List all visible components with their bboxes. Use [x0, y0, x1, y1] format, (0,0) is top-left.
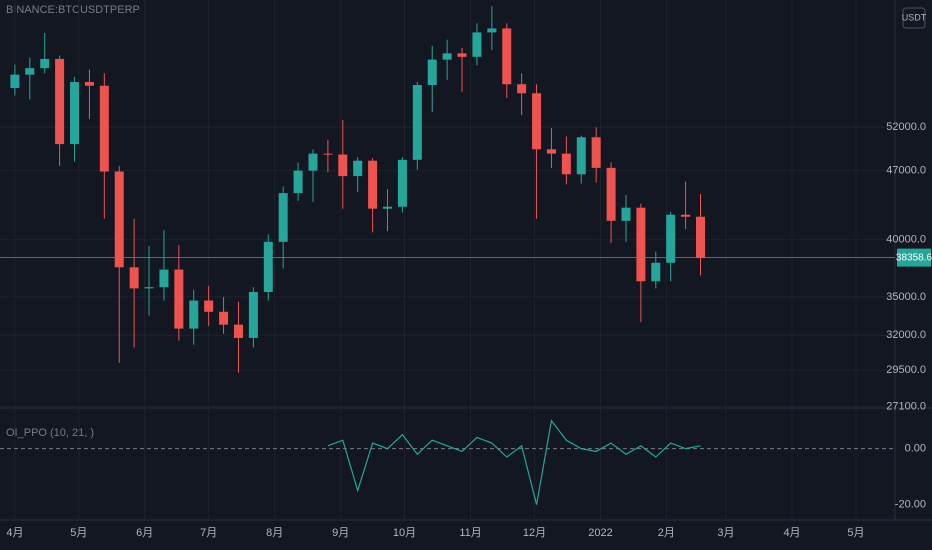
- x-tick-label: 4月: [6, 527, 23, 539]
- candle-body: [561, 153, 571, 175]
- candle-body: [263, 241, 273, 292]
- candle-body: [442, 53, 452, 60]
- candle-body: [55, 58, 65, 145]
- candle-body: [532, 93, 542, 150]
- y-tick-label: 47000.0: [886, 165, 926, 177]
- x-tick-label: 9月: [332, 527, 349, 539]
- x-tick-label: 10月: [393, 527, 416, 539]
- candle-body: [427, 59, 437, 85]
- candle-body: [159, 269, 169, 288]
- candle-body: [517, 84, 527, 94]
- candle-body: [457, 53, 467, 57]
- candle-body: [84, 82, 94, 86]
- x-tick-label: 5月: [70, 527, 87, 539]
- candle-body: [695, 216, 705, 258]
- candle-body: [144, 287, 154, 289]
- currency-box[interactable]: [902, 7, 926, 29]
- x-tick-label: 6月: [136, 527, 153, 539]
- candle-body: [383, 206, 393, 209]
- candle-body: [666, 214, 676, 263]
- y-tick-label: 27100.0: [886, 400, 926, 412]
- x-tick-label: 5月: [847, 527, 864, 539]
- candle-body: [308, 153, 318, 171]
- last-price-tag: [897, 248, 931, 267]
- candle-body: [353, 160, 363, 177]
- currency[interactable]: USDT: [902, 12, 927, 22]
- indicator-title: OI_PPO (10, 21, ): [6, 427, 94, 439]
- x-tick-label: 2022: [588, 527, 612, 539]
- y-tick-label: 40000.0: [886, 234, 926, 246]
- candle-body: [233, 324, 243, 338]
- y-tick-label: 0.00: [905, 443, 926, 455]
- candle-body: [606, 167, 616, 221]
- candle-body: [99, 85, 109, 172]
- candle-body: [323, 153, 333, 155]
- candle-body: [189, 300, 199, 329]
- candle-body: [397, 159, 407, 207]
- candle-body: [546, 149, 556, 154]
- candle-body: [114, 171, 124, 268]
- candle-body: [591, 137, 601, 168]
- candle-body: [25, 68, 35, 75]
- candle-body: [502, 28, 512, 85]
- symbol-title: BINANCE:BTCUSDTPERP: [6, 4, 140, 16]
- last-price-label: 38358.6: [896, 252, 932, 263]
- candle-body: [204, 300, 214, 312]
- x-tick-label: 12月: [523, 527, 546, 539]
- y-tick-label: 29500.0: [886, 364, 926, 376]
- y-tick-label: 32000.0: [886, 329, 926, 341]
- x-tick-label: 4月: [783, 527, 800, 539]
- candle-body: [219, 311, 229, 325]
- candle-body: [681, 214, 691, 217]
- indicator-line: [327, 419, 701, 505]
- y-tick-label: -20.00: [895, 498, 926, 510]
- candle-body: [487, 28, 497, 33]
- candle-body: [636, 207, 646, 282]
- y-tick-label: 35000.0: [886, 291, 926, 303]
- candle-body: [70, 82, 80, 145]
- x-tick-label: 3月: [717, 527, 734, 539]
- candle-body: [621, 207, 631, 221]
- candle-body: [278, 193, 288, 242]
- y-tick-label: 52000.0: [886, 121, 926, 133]
- candle-body: [10, 74, 20, 88]
- candle-body: [472, 32, 482, 57]
- candle-body: [293, 170, 303, 194]
- candle-body: [651, 262, 661, 282]
- x-tick-label: 7月: [200, 527, 217, 539]
- candle-body: [248, 291, 258, 338]
- candle-body: [412, 84, 422, 160]
- x-tick-label: 11月: [459, 527, 481, 539]
- candle-body: [576, 137, 586, 175]
- candle-body: [174, 269, 184, 329]
- candle-body: [368, 160, 378, 209]
- candle-body: [338, 154, 348, 177]
- x-tick-label: 8月: [266, 527, 283, 539]
- candle-body: [40, 58, 50, 69]
- candle-body: [129, 267, 139, 289]
- x-tick-label: 2月: [658, 527, 675, 539]
